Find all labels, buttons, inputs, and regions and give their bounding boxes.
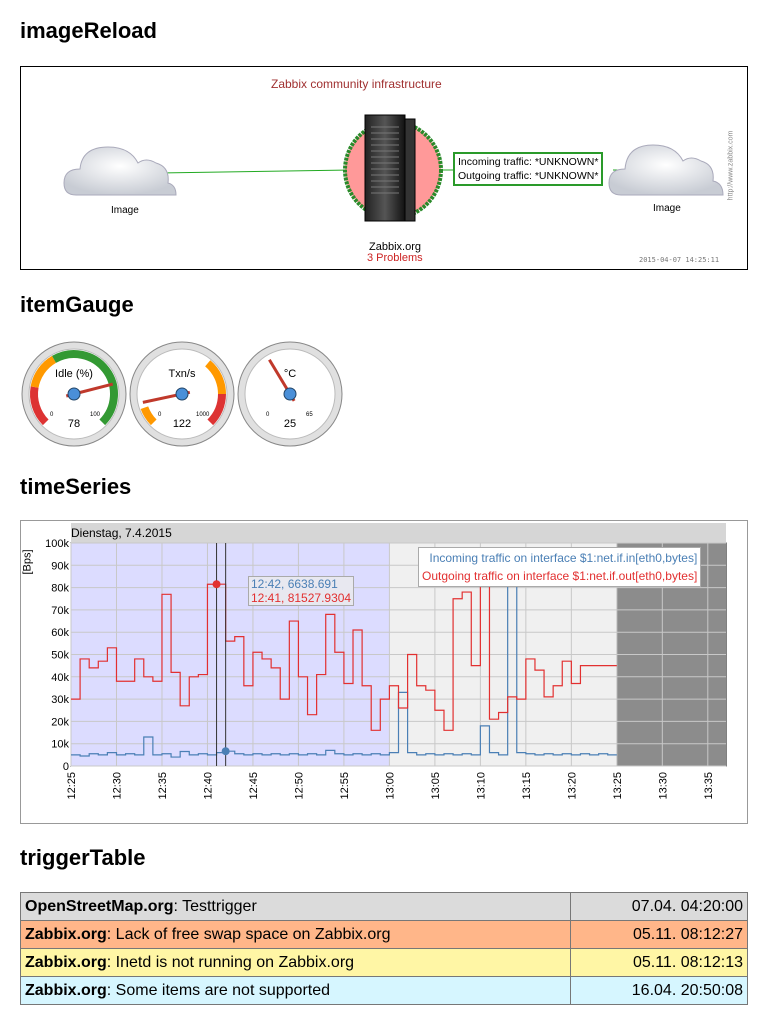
- gauge-max: 100: [90, 412, 101, 418]
- y-tick-label: 50k: [51, 650, 69, 662]
- trigger-description: : Testtrigger: [173, 897, 257, 915]
- trigger-description-cell: OpenStreetMap.org: Testtrigger: [19, 892, 572, 921]
- x-tick-label: 13:20: [566, 772, 578, 800]
- y-tick-label: 60k: [51, 627, 69, 639]
- trigger-description: : Inetd is not running on Zabbix.org: [106, 953, 355, 971]
- gauge-min: 0: [266, 412, 270, 418]
- gauge-label: Idle (%): [55, 368, 93, 380]
- gauge-value: 78: [67, 418, 81, 430]
- trigger-time: 05.11. 08:12:27: [570, 920, 748, 949]
- trigger-time: 16.04. 20:50:08: [570, 976, 748, 1005]
- x-tick-label: 13:25: [612, 772, 624, 800]
- trigger-description-cell: Zabbix.org: Some items are not supported: [19, 976, 572, 1005]
- trigger-description-cell: Zabbix.org: Inetd is not running on Zabb…: [19, 948, 572, 977]
- gauge-value: 25: [283, 418, 297, 430]
- trigger-host[interactable]: Zabbix.org: [25, 953, 107, 971]
- trigger-description: : Lack of free swap space on Zabbix.org: [106, 925, 391, 943]
- trigger-time: 05.11. 08:12:13: [570, 948, 748, 977]
- gauge-label: °C: [283, 368, 297, 380]
- x-tick-label: 12:25: [66, 772, 78, 800]
- section-title-item-gauge: itemGauge: [20, 292, 134, 317]
- trigger-description-cell: Zabbix.org: Lack of free swap space on Z…: [19, 920, 572, 949]
- x-tick-label: 13:30: [657, 772, 669, 800]
- network-map[interactable]: Zabbix community infrastructure Image Im…: [20, 66, 748, 270]
- right-cloud-label: Image: [653, 203, 681, 214]
- section-title-image-reload: imageReload: [20, 18, 157, 43]
- gauge-value: 122: [172, 418, 192, 430]
- chart-tooltip: 12:42, 6638.691 12:41, 81527.9304: [248, 576, 355, 606]
- cloud-icon: [608, 144, 724, 196]
- map-link-line: [158, 169, 352, 174]
- chart-date-label: Dienstag, 7.4.2015: [71, 526, 172, 540]
- y-tick-label: 80k: [51, 583, 69, 595]
- x-tick-label: 12:55: [339, 772, 351, 800]
- trigger-host[interactable]: Zabbix.org: [25, 981, 107, 999]
- trigger-host[interactable]: OpenStreetMap.org: [25, 897, 174, 915]
- traffic-label: Incoming traffic: *UNKNOWN* Outgoing tra…: [453, 152, 604, 186]
- left-cloud-label: Image: [111, 205, 139, 216]
- cursor-point-incoming: [221, 747, 230, 756]
- y-tick-label: 30k: [51, 694, 69, 706]
- gauge-max: 65: [306, 412, 313, 418]
- gauge-min: 0: [50, 412, 54, 418]
- gauge-label: Txn/s: [168, 368, 196, 380]
- section-title-time-series: timeSeries: [20, 474, 132, 499]
- y-tick-label: 10k: [51, 739, 69, 751]
- gauge-group: Idle (%) 78 0 100 Txn/s 122 0 1000 °C 25 0 65: [20, 340, 350, 450]
- y-tick-label: 40k: [51, 672, 69, 684]
- y-tick-label: 70k: [51, 605, 69, 617]
- x-tick-label: 13:00: [384, 772, 396, 800]
- series-incoming-line: [71, 575, 617, 758]
- gauge-txn-icon: Txn/s 122 0 1000: [128, 340, 236, 448]
- x-tick-label: 13:10: [475, 772, 487, 800]
- gauge-idle-icon: Idle (%) 78 0 100: [20, 340, 128, 448]
- server-name[interactable]: Zabbix.org: [369, 241, 421, 253]
- x-tick-label: 13:15: [521, 772, 533, 800]
- chart-unit-label: [Bps]: [21, 549, 34, 575]
- map-timestamp: 2015-04-07 14:25:11: [639, 256, 720, 264]
- gauge-max: 1000: [196, 412, 210, 418]
- y-tick-label: 100k: [45, 538, 69, 550]
- x-tick-label: 12:30: [111, 772, 123, 800]
- y-tick-label: 90k: [51, 560, 69, 572]
- tooltip-outgoing: 12:41, 81527.9304: [251, 591, 352, 605]
- incoming-traffic: Incoming traffic: *UNKNOWN*: [458, 156, 599, 168]
- trigger-time: 07.04. 04:20:00: [570, 892, 748, 921]
- x-tick-label: 13:35: [703, 772, 715, 800]
- y-tick-label: 20k: [51, 716, 69, 728]
- trigger-description: : Some items are not supported: [106, 981, 331, 999]
- map-title: Zabbix community infrastructure: [271, 77, 442, 91]
- trigger-row[interactable]: Zabbix.org: Lack of free swap space on Z…: [19, 920, 748, 949]
- tooltip-incoming: 12:42, 6638.691: [251, 577, 338, 591]
- trigger-table: OpenStreetMap.org: Testtrigger 07.04. 04:…: [19, 892, 748, 1005]
- trigger-row[interactable]: Zabbix.org: Some items are not supported…: [19, 976, 748, 1005]
- x-tick-label: 13:05: [430, 772, 442, 800]
- outgoing-traffic: Outgoing traffic: *UNKNOWN*: [458, 170, 599, 182]
- cloud-icon: [63, 146, 177, 196]
- legend-item-incoming: Incoming traffic on interface $1:net.if.…: [429, 551, 698, 565]
- trigger-host[interactable]: Zabbix.org: [25, 925, 107, 943]
- x-tick-label: 12:45: [248, 772, 260, 800]
- x-tick-label: 12:50: [293, 772, 305, 800]
- trigger-row[interactable]: OpenStreetMap.org: Testtrigger 07.04. 04:…: [19, 892, 748, 921]
- cursor-point-outgoing: [212, 580, 221, 589]
- section-title-trigger-table: triggerTable: [20, 845, 146, 870]
- map-watermark: http://www.zabbix.com: [727, 130, 735, 201]
- server-icon: [364, 114, 416, 222]
- gauge-min: 0: [158, 412, 162, 418]
- series-outgoing-line: [71, 571, 617, 731]
- gauge-temp-icon: °C 25 0 65: [236, 340, 344, 448]
- trigger-row[interactable]: Zabbix.org: Inetd is not running on Zabb…: [19, 948, 748, 977]
- y-tick-label: 0: [63, 761, 69, 773]
- x-tick-label: 12:40: [202, 772, 214, 800]
- chart-header: [71, 523, 726, 543]
- legend-item-outgoing: Outgoing traffic on interface $1:net.if.…: [422, 569, 698, 583]
- chart-legend: Incoming traffic on interface $1:net.if.…: [418, 547, 702, 587]
- server-problems[interactable]: 3 Problems: [367, 252, 423, 264]
- time-series-chart[interactable]: 0 10k 20k 30k 40k 50k 60k 70k 80k 90k 100k 12:25 12:…: [20, 520, 748, 824]
- x-tick-label: 12:35: [157, 772, 169, 800]
